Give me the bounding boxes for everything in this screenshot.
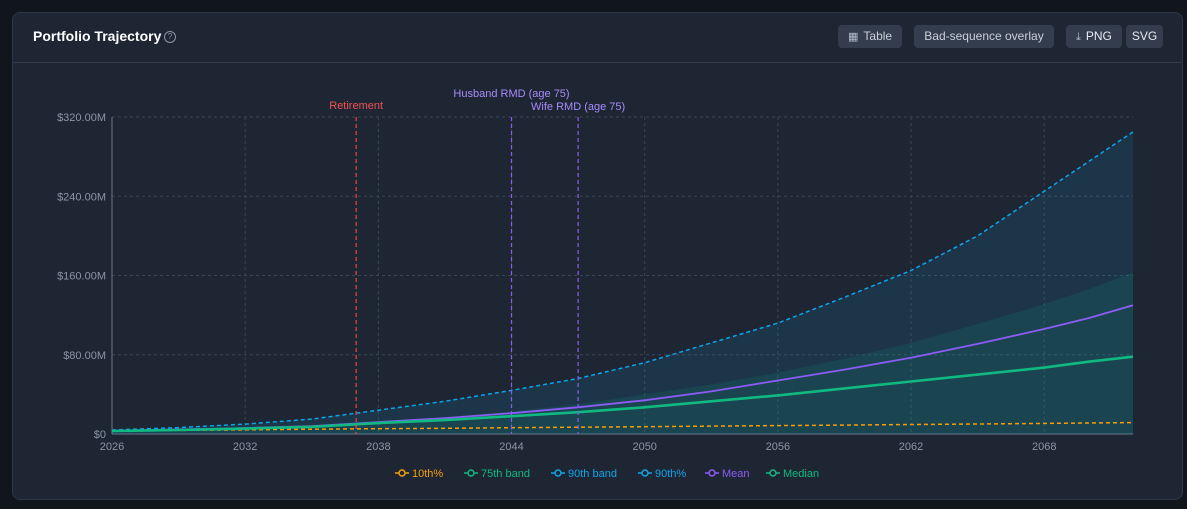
card-header: Portfolio Trajectory ? ▦ Table Bad-sequen… <box>13 13 1182 63</box>
portfolio-chart: $0 $80.00M $160.00M $240.00M $320.00M 2026 203… <box>57 88 1134 480</box>
y-tick-label: $0 <box>94 429 106 441</box>
legend-item-label: 90th band <box>568 468 617 480</box>
bad-sequence-overlay-button[interactable]: Bad-sequence overlay <box>914 25 1054 48</box>
series-90th-line <box>111 131 1134 431</box>
card-title: Portfolio Trajectory <box>33 28 162 44</box>
legend-marker-dot <box>769 469 777 477</box>
x-tick-label: 2068 <box>1032 441 1056 453</box>
legend-marker-dot <box>554 469 562 477</box>
table-button[interactable]: ▦ Table <box>838 25 902 48</box>
band-75th-area <box>112 272 1133 434</box>
x-tick-label: 2026 <box>100 441 124 453</box>
portfolio-trajectory-card: Portfolio Trajectory ? ▦ Table Bad-sequen… <box>12 12 1183 500</box>
export-png-button[interactable]: ⤓ PNG <box>1066 25 1122 48</box>
download-icon: ⤓ <box>1076 31 1081 43</box>
y-tick-label: $160.00M <box>57 271 106 283</box>
chart-area: $0 $80.00M $160.00M $240.00M $320.00M 2026 203… <box>13 62 1182 502</box>
annotation-label: Husband RMD (age 75) <box>453 88 569 100</box>
x-tick-label: 2044 <box>499 441 523 453</box>
legend-item-label: 10th% <box>412 468 443 480</box>
x-tick-label: 2032 <box>233 441 257 453</box>
help-icon[interactable]: ? <box>164 31 176 43</box>
annotation-label: Retirement <box>329 100 383 112</box>
series-median-line <box>111 355 1134 433</box>
legend-marker-dot <box>398 469 406 477</box>
x-tick-label: 2038 <box>366 441 390 453</box>
x-tick-label: 2050 <box>632 441 656 453</box>
annotation-label: Wife RMD (age 75) <box>531 101 625 113</box>
band-90th-area <box>112 131 1133 434</box>
legend-marker-dot <box>467 469 475 477</box>
legend-marker-dot <box>641 469 649 477</box>
png-button-label: PNG <box>1085 29 1112 43</box>
y-tick-label: $320.00M <box>57 112 106 124</box>
x-tick-label: 2056 <box>766 441 790 453</box>
x-tick-label: 2062 <box>899 441 923 453</box>
legend-marker-dot <box>708 469 716 477</box>
legend-item-label: Mean <box>722 468 750 480</box>
legend-item-label: Median <box>783 468 819 480</box>
y-tick-label: $240.00M <box>57 191 106 203</box>
export-svg-button[interactable]: SVG <box>1126 25 1163 48</box>
y-tick-label: $80.00M <box>63 350 106 362</box>
series-10th-line <box>111 421 1134 432</box>
legend-item-label: 90th% <box>655 468 686 480</box>
table-button-label: Table <box>863 29 893 43</box>
table-icon: ▦ <box>848 31 859 43</box>
legend-item-label: 75th band <box>481 468 530 480</box>
